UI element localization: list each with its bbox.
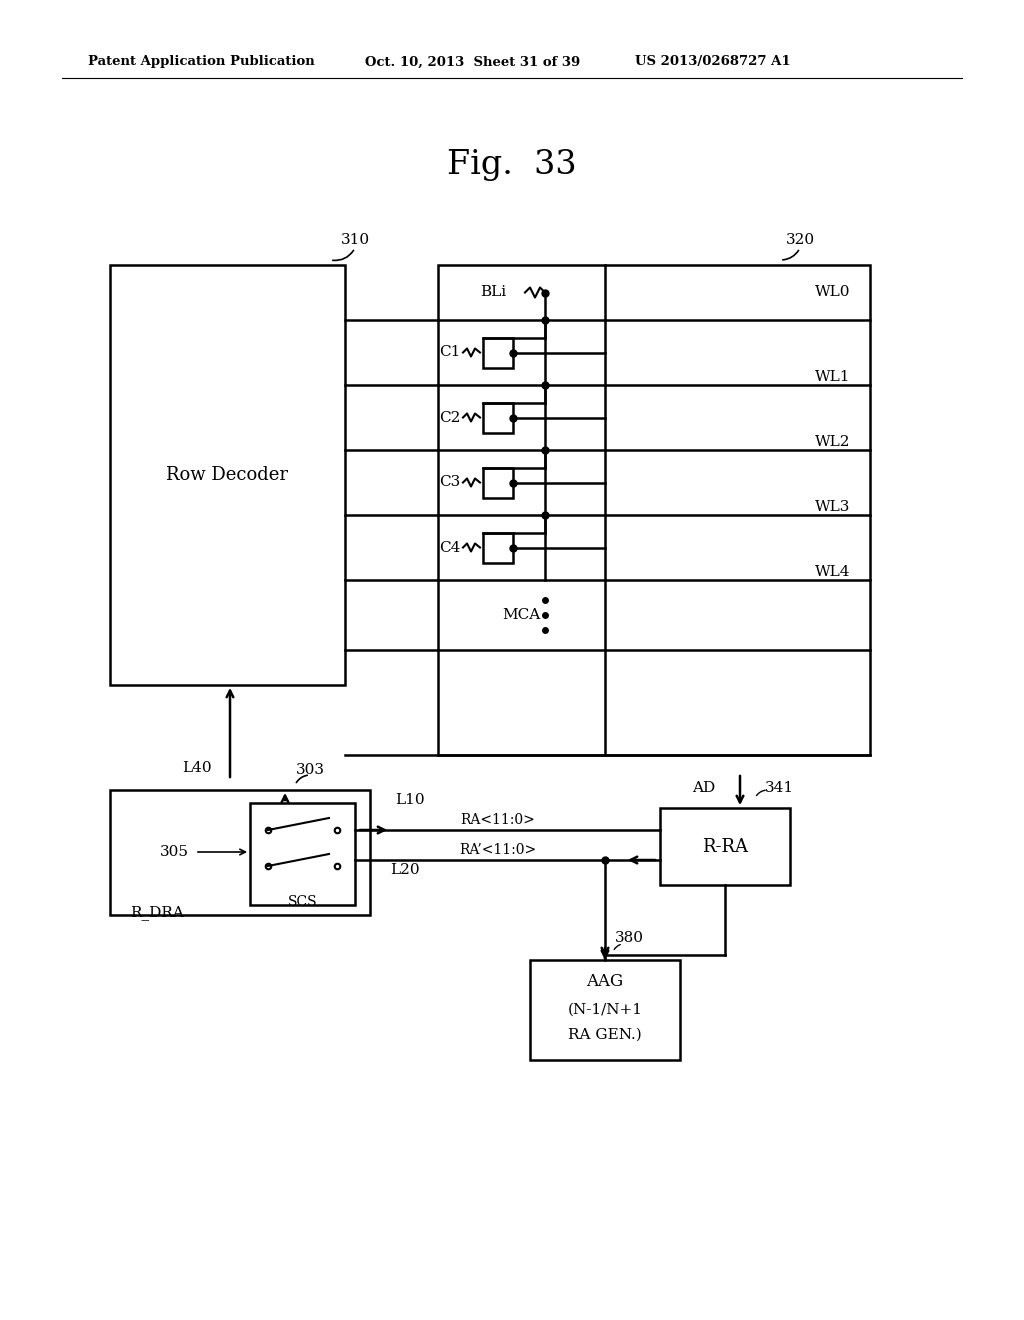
Bar [660, 808, 790, 884]
Text: WL0: WL0 [814, 285, 850, 300]
Text: Oct. 10, 2013  Sheet 31 of 39: Oct. 10, 2013 Sheet 31 of 39 [365, 55, 581, 69]
Text: 380: 380 [615, 931, 644, 945]
Text: Fig.  33: Fig. 33 [447, 149, 577, 181]
Bar [110, 265, 345, 685]
Text: WL4: WL4 [814, 565, 850, 579]
Text: R_DRA: R_DRA [130, 906, 184, 920]
Text: Row Decoder: Row Decoder [167, 466, 289, 484]
Text: RA’<11:0>: RA’<11:0> [459, 843, 536, 857]
Text: MCA: MCA [503, 609, 541, 622]
Text: BLi: BLi [480, 285, 506, 300]
Text: L10: L10 [395, 793, 425, 807]
Bar [483, 532, 513, 562]
Bar [483, 338, 513, 367]
Text: US 2013/0268727 A1: US 2013/0268727 A1 [635, 55, 791, 69]
Bar [250, 803, 355, 906]
Text: R-RA: R-RA [702, 837, 748, 855]
Text: 305: 305 [160, 845, 189, 859]
Text: (N-1/N+1: (N-1/N+1 [567, 1003, 642, 1016]
Text: WL3: WL3 [815, 500, 850, 513]
Text: C3: C3 [438, 475, 460, 490]
Bar [483, 467, 513, 498]
Text: AAG: AAG [587, 974, 624, 990]
Text: L40: L40 [182, 762, 212, 775]
Text: 310: 310 [340, 234, 370, 247]
Text: RA<11:0>: RA<11:0> [460, 813, 535, 828]
Text: SCS: SCS [288, 895, 317, 909]
Text: 341: 341 [765, 781, 795, 795]
Text: Patent Application Publication: Patent Application Publication [88, 55, 314, 69]
Bar [483, 403, 513, 433]
Text: RA GEN.): RA GEN.) [568, 1028, 642, 1041]
Text: AD: AD [692, 781, 715, 795]
Text: C4: C4 [438, 540, 460, 554]
Text: L20: L20 [390, 863, 420, 876]
Bar [110, 789, 370, 915]
Bar [530, 960, 680, 1060]
Text: WL2: WL2 [814, 436, 850, 449]
Text: C2: C2 [438, 411, 460, 425]
Text: C1: C1 [438, 346, 460, 359]
Text: WL1: WL1 [814, 370, 850, 384]
Text: 303: 303 [296, 763, 325, 777]
Bar [438, 265, 870, 755]
Text: 320: 320 [785, 234, 814, 247]
